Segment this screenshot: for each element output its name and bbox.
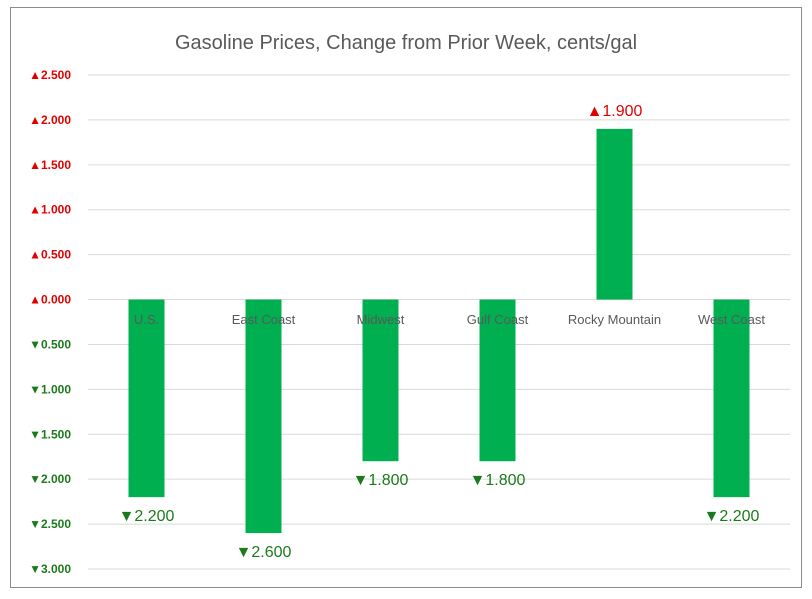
bar — [362, 299, 399, 462]
bar — [128, 299, 165, 498]
y-tick-label: ▲0.500 — [29, 248, 71, 262]
y-tick-label: ▲1.500 — [29, 158, 71, 172]
bar — [479, 299, 516, 462]
data-label: ▲1.900 — [587, 103, 643, 120]
y-tick-label: ▲2.000 — [29, 113, 71, 127]
data-label: ▼2.200 — [119, 508, 175, 525]
data-label: ▼1.800 — [470, 472, 526, 489]
y-tick-label: ▲0.000 — [29, 293, 71, 307]
bar — [596, 128, 633, 300]
chart-title: Gasoline Prices, Change from Prior Week,… — [175, 32, 637, 54]
y-tick-label: ▼2.500 — [29, 517, 71, 531]
data-label: ▼1.800 — [353, 472, 409, 489]
category-label: Rocky Mountain — [568, 312, 661, 327]
bar — [245, 299, 282, 534]
gridlines — [88, 74, 790, 570]
bars — [128, 128, 750, 534]
y-tick-label: ▼0.500 — [29, 337, 71, 351]
y-tick-label: ▼1.000 — [29, 382, 71, 396]
category-label: U.S. — [134, 312, 159, 327]
y-tick-label: ▲2.500 — [29, 68, 71, 82]
category-label: West Coast — [698, 312, 765, 327]
category-labels: U.S. East Coast Midwest Gulf Coast Rocky Mou… — [134, 312, 766, 327]
y-tick-label: ▼1.500 — [29, 427, 71, 441]
category-label: Midwest — [357, 312, 405, 327]
data-label: ▼2.600 — [236, 544, 292, 561]
data-labels: ▼2.200 ▼2.600 ▼1.800 ▼1.800 ▲1.900 ▼2.200 — [119, 103, 760, 561]
category-label: Gulf Coast — [467, 312, 529, 327]
data-label: ▼2.200 — [704, 508, 760, 525]
y-tick-label: ▼3.000 — [29, 562, 71, 576]
y-axis-ticks: ▲2.500 ▲2.000 ▲1.500 ▲1.000 ▲0.500 ▲0.000 ▼0.5… — [29, 68, 71, 576]
category-label: East Coast — [232, 312, 296, 327]
bar — [713, 299, 750, 498]
y-tick-label: ▲1.000 — [29, 203, 71, 217]
y-tick-label: ▼2.000 — [29, 472, 71, 486]
